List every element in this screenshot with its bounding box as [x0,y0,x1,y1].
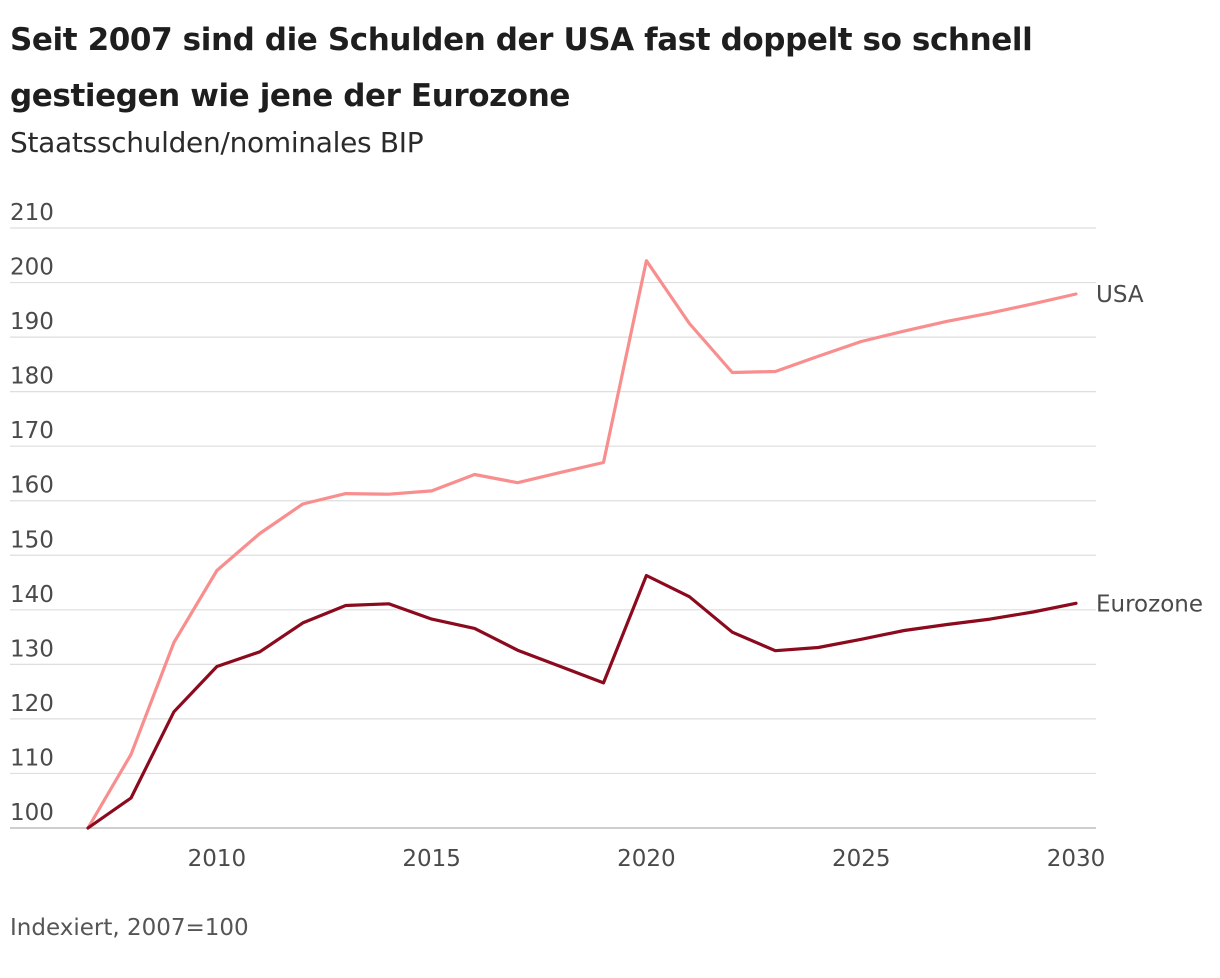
y-tick-label-140: 140 [10,582,54,608]
y-axis-ticks: 100 110 120 130 140 150 160 170 180 190 200 210 [10,200,54,826]
series-label-eurozone: Eurozone [1096,591,1203,617]
x-axis-ticks: 2010 2015 2020 2025 2030 [188,846,1106,872]
y-tick-label-150: 150 [10,527,54,553]
x-tick-label-2015: 2015 [402,846,461,872]
series-label-usa: USA [1096,282,1144,308]
x-tick-label-2010: 2010 [188,846,247,872]
series-line-usa [86,259,1078,830]
series-labels: USA Eurozone [1096,282,1203,617]
x-tick-label-2020: 2020 [617,846,676,872]
y-tick-label-210: 210 [10,200,54,226]
series-line-eurozone [86,573,1078,830]
y-tick-label-120: 120 [10,691,54,717]
y-tick-label-190: 190 [10,309,54,335]
y-tick-label-130: 130 [10,636,54,662]
y-tick-label-200: 200 [10,255,54,281]
x-tick-label-2025: 2025 [832,846,891,872]
y-tick-label-160: 160 [10,473,54,499]
chart-subtitle: Staatsschulden/nominales BIP [10,126,424,159]
y-tick-label-180: 180 [10,364,54,390]
gridlines [10,227,1096,829]
y-tick-label-170: 170 [10,418,54,444]
x-tick-label-2030: 2030 [1047,846,1106,872]
y-tick-label-100: 100 [10,800,54,826]
series-lines [86,259,1078,830]
y-tick-label-110: 110 [10,745,54,771]
chart-title: Seit 2007 sind die Schulden der USA fast… [10,22,1033,114]
footnote: Indexiert, 2007=100 [10,915,249,941]
